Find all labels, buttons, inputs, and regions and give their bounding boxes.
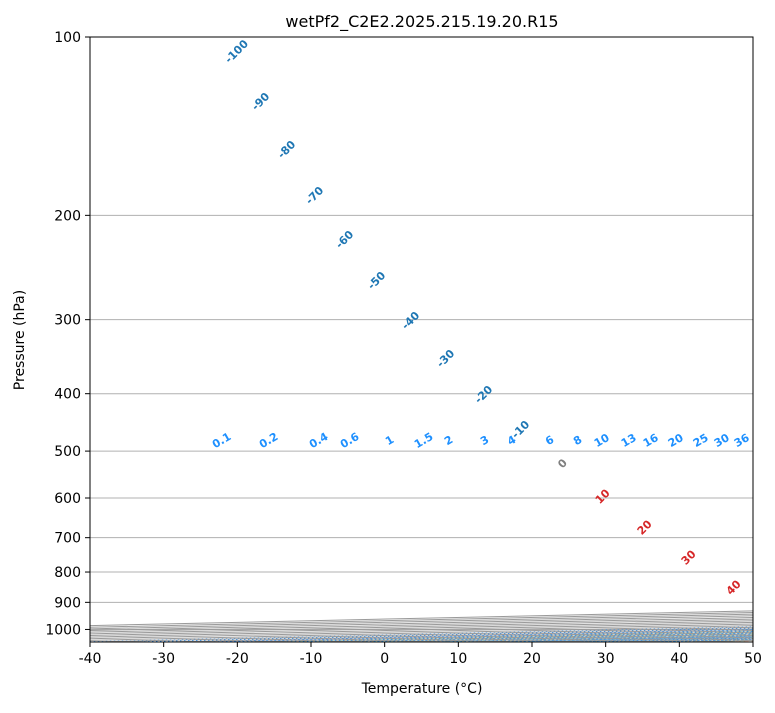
x-tick-label: 40 (670, 651, 688, 667)
x-tick-label: 20 (523, 651, 541, 667)
y-tick-label: 100 (54, 30, 81, 46)
y-tick-label: 1000 (45, 622, 81, 638)
y-tick-label: 900 (54, 595, 81, 611)
x-tick-label: 30 (597, 651, 615, 667)
x-tick-label: -10 (300, 651, 323, 667)
y-tick-label: 700 (54, 531, 81, 547)
y-tick-label: 800 (54, 565, 81, 581)
y-tick-label: 600 (54, 491, 81, 507)
x-tick-label: 10 (449, 651, 467, 667)
x-axis-label: Temperature (°C) (361, 681, 483, 697)
x-tick-label: -20 (226, 651, 249, 667)
y-axis-label: Pressure (hPa) (12, 290, 28, 390)
y-tick-label: 500 (54, 444, 81, 460)
y-tick-label: 200 (54, 208, 81, 224)
chart-title: wetPf2_C2E2.2025.215.19.20.R15 (285, 12, 558, 32)
y-tick-label: 300 (54, 313, 81, 329)
y-tick-label: 400 (54, 387, 81, 403)
x-tick-label: 0 (380, 651, 389, 667)
x-tick-label: -40 (79, 651, 102, 667)
x-tick-label: -30 (152, 651, 175, 667)
x-tick-label: 50 (744, 651, 762, 667)
